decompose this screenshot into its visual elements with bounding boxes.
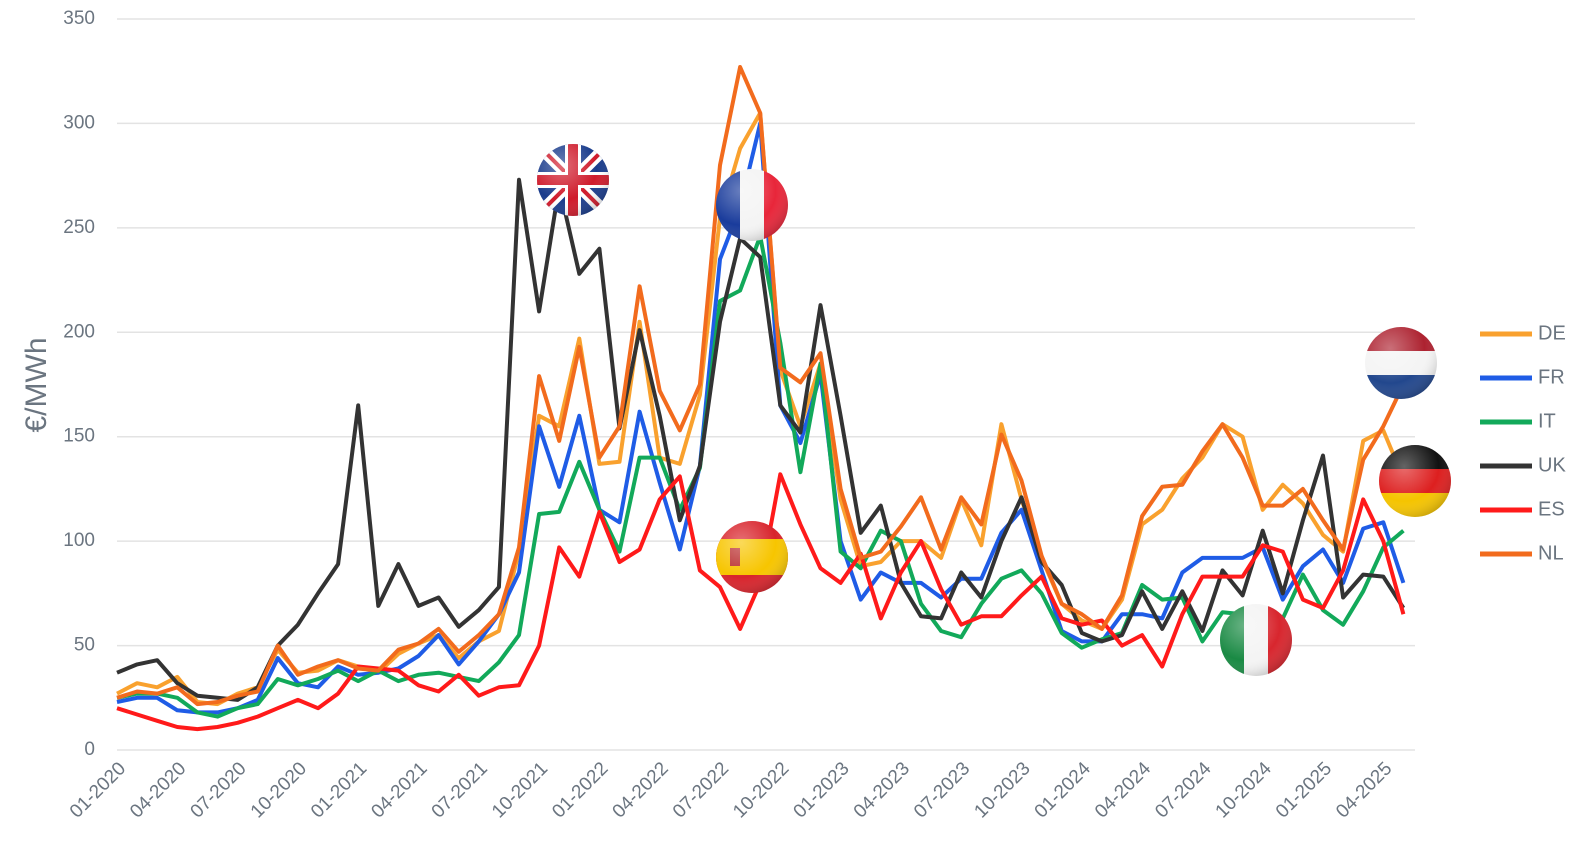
flag-uk — [537, 144, 609, 216]
y-tick-label: 300 — [63, 112, 95, 133]
x-tick-label: 01-2021 — [307, 758, 371, 822]
flag-nl — [1365, 327, 1437, 399]
y-tick-label: 100 — [63, 530, 95, 551]
series-line — [116, 65, 1406, 707]
x-tick-label: 01-2024 — [1031, 758, 1095, 822]
x-tick-label: 01-2020 — [66, 758, 130, 822]
y-tick-label: 0 — [84, 739, 95, 760]
x-tick-label: 07-2020 — [187, 758, 251, 822]
x-tick-label: 01-2023 — [790, 758, 854, 822]
x-tick-label: 07-2023 — [910, 758, 974, 822]
x-tick-label: 10-2022 — [729, 758, 793, 822]
flag-de — [1379, 445, 1451, 517]
flag-es — [716, 521, 788, 593]
x-tick-label: 07-2024 — [1151, 758, 1215, 822]
x-tick-label: 10-2024 — [1212, 758, 1276, 822]
x-tick-label: 04-2022 — [609, 758, 673, 822]
y-tick-label: 250 — [63, 217, 95, 238]
plot-area: 05010015020025030035001-202004-202007-20… — [63, 8, 1415, 822]
legend-label: IT — [1538, 410, 1556, 432]
flag-fr — [716, 169, 788, 241]
legend-label: NL — [1538, 542, 1564, 564]
legend-label: FR — [1538, 366, 1565, 388]
y-tick-label: 350 — [63, 8, 95, 29]
x-tick-label: 01-2022 — [548, 758, 612, 822]
x-tick-label: 04-2021 — [367, 758, 431, 822]
x-tick-label: 04-2025 — [1332, 758, 1396, 822]
legend-label: DE — [1538, 322, 1566, 344]
x-tick-label: 10-2021 — [488, 758, 552, 822]
x-tick-label: 10-2023 — [970, 758, 1034, 822]
x-tick-label: 07-2022 — [669, 758, 733, 822]
x-tick-label: 04-2023 — [850, 758, 914, 822]
x-tick-label: 10-2020 — [247, 758, 311, 822]
legend-label: UK — [1538, 454, 1566, 476]
y-tick-label: 50 — [74, 635, 95, 656]
x-tick-label: 07-2021 — [428, 758, 492, 822]
y-tick-label: 150 — [63, 426, 95, 447]
y-axis-title: €/MWh — [20, 337, 53, 432]
legend-label: ES — [1538, 498, 1565, 520]
flag-it — [1220, 604, 1292, 676]
x-tick-label: 04-2024 — [1091, 758, 1155, 822]
x-tick-label: 04-2020 — [126, 758, 190, 822]
series-line — [116, 234, 1405, 719]
y-tick-label: 200 — [63, 321, 95, 342]
x-tick-label: 01-2025 — [1272, 758, 1336, 822]
